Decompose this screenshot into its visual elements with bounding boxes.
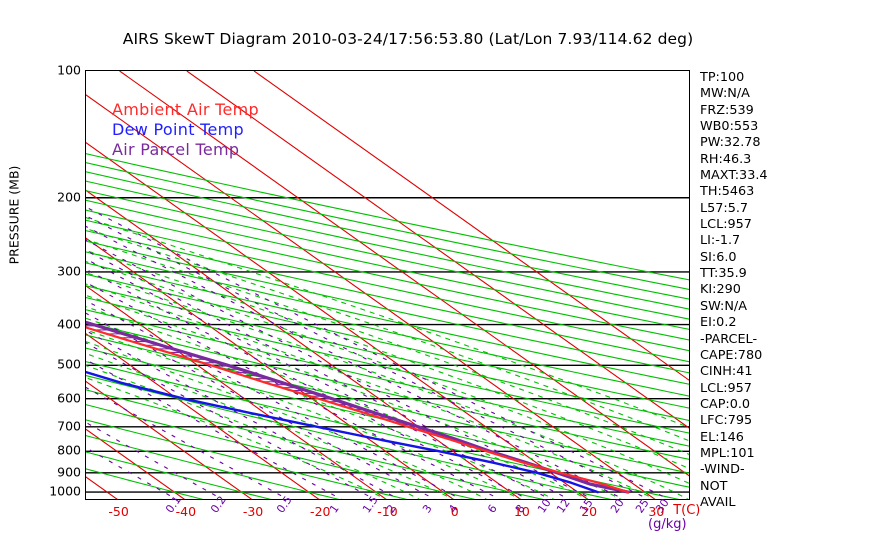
pressure-tick: 200 bbox=[57, 189, 81, 205]
parameter-line: RH:46.3 bbox=[700, 151, 752, 167]
mixing-ratio-tick: 6 bbox=[484, 502, 500, 516]
pressure-tick: 600 bbox=[57, 390, 81, 406]
bottom-temp-tick: 0 bbox=[450, 504, 459, 519]
bottom-temp-tick: -20 bbox=[310, 504, 331, 519]
pressure-axis-label: PRESSURE (MB) bbox=[6, 165, 22, 265]
page-title: AIRS SkewT Diagram 2010-03-24/17:56:53.8… bbox=[122, 30, 694, 48]
parameter-line: SW:N/A bbox=[700, 298, 747, 314]
skewt-plot-canvas bbox=[86, 71, 689, 499]
skewt-sounding-curves bbox=[86, 320, 630, 494]
parameter-line: AVAIL bbox=[700, 494, 736, 510]
pressure-tick: 100 bbox=[57, 62, 81, 78]
parameter-line: WB0:553 bbox=[700, 119, 759, 135]
parameter-line: NOT bbox=[700, 478, 728, 494]
bottom-temp-tick: -30 bbox=[242, 504, 264, 519]
parameter-line: -PARCEL- bbox=[700, 331, 758, 347]
parameter-line: LCL:957 bbox=[700, 217, 752, 233]
bottom-temp-tick: 20 bbox=[581, 504, 598, 519]
pressure-tick: 500 bbox=[57, 356, 81, 372]
pressure-tick: 700 bbox=[57, 418, 81, 434]
pressure-tick: 400 bbox=[57, 316, 81, 331]
parameter-line: SI:6.0 bbox=[700, 249, 737, 265]
parameter-line: L57:5.7 bbox=[700, 200, 749, 216]
mixing-ratio-tick: 3 bbox=[420, 502, 435, 516]
pressure-tick: 1000 bbox=[49, 483, 81, 499]
pressure-tick: 800 bbox=[57, 442, 81, 458]
parameter-line: LFC:795 bbox=[700, 413, 753, 429]
parameter-line: CINH:41 bbox=[700, 364, 753, 380]
parameter-line: MW:N/A bbox=[700, 86, 750, 102]
bottom-temp-tick: -40 bbox=[175, 504, 197, 519]
skewt-plot-area bbox=[85, 70, 690, 500]
parameter-line: -WIND- bbox=[700, 462, 745, 478]
parameter-line: TP:100 bbox=[700, 70, 745, 85]
pressure-tick: 900 bbox=[57, 464, 81, 480]
parameter-line: CAP:0.0 bbox=[700, 396, 751, 412]
parameter-line: TH:5463 bbox=[700, 184, 755, 200]
skewt-grid-lines bbox=[86, 71, 689, 499]
pressure-tick: 300 bbox=[57, 263, 81, 279]
bottom-temp-tick: -10 bbox=[377, 504, 398, 519]
parameter-line: TT:35.9 bbox=[700, 266, 747, 282]
temperature-unit-label: T(C) bbox=[673, 503, 701, 518]
parameter-line: EI:0.2 bbox=[700, 315, 737, 331]
parameter-line: LCL:957 bbox=[700, 380, 752, 396]
mixing-ratio-unit-label: (g/kg) bbox=[648, 517, 687, 532]
parameter-line: MAXT:33.4 bbox=[700, 168, 768, 184]
bottom-temp-tick: -50 bbox=[108, 504, 129, 519]
parameter-line: KI:290 bbox=[700, 282, 741, 298]
parameter-line: EL:146 bbox=[700, 429, 744, 445]
bottom-temp-tick: 10 bbox=[513, 504, 530, 519]
pressure-axis: 100 200 300 400 500 600 700 800 900 1000 bbox=[24, 63, 81, 500]
parameter-line: PW:32.78 bbox=[700, 135, 761, 151]
parameter-line: LI:-1.7 bbox=[700, 233, 741, 249]
derived-parameters-panel: TP:100 MW:N/A FRZ:539 WB0:553 PW:32.78 RH:46.… bbox=[700, 70, 790, 511]
bottom-temp-tick: 30 bbox=[648, 504, 665, 519]
parameter-line: CAPE:780 bbox=[700, 347, 763, 363]
parameter-line: MPL:101 bbox=[700, 445, 755, 461]
parameter-line: FRZ:539 bbox=[700, 102, 754, 118]
